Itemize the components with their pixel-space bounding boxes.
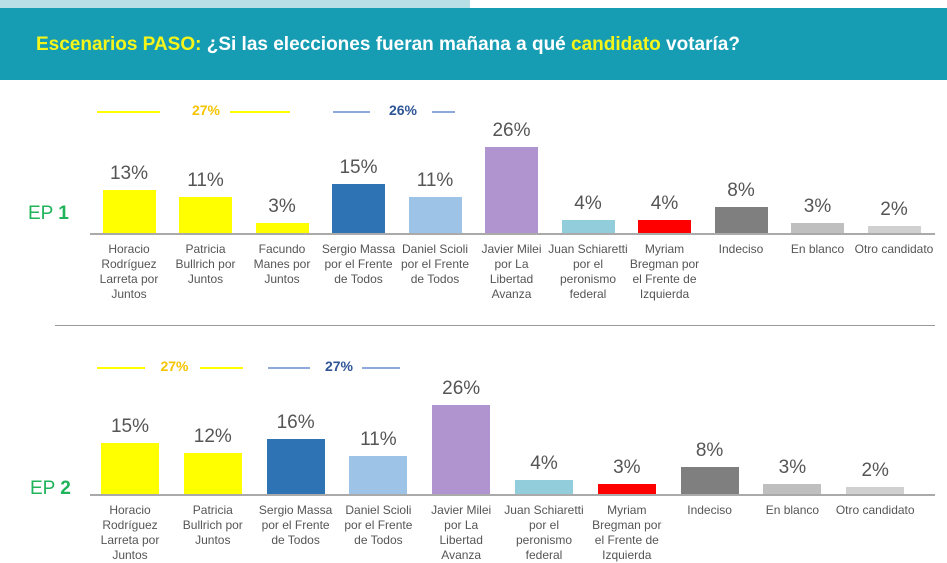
category-label: Daniel Scioli por el Frente de Todos bbox=[400, 242, 470, 286]
category-label: Javier Milei por La Libertad Avanza bbox=[431, 503, 492, 562]
scenario-divider bbox=[55, 325, 935, 326]
bar bbox=[255, 223, 309, 233]
bar bbox=[867, 226, 921, 233]
category-label: Sergio Massa por el Frente de Todos bbox=[258, 503, 333, 547]
group-bracket-line bbox=[268, 367, 310, 369]
bar bbox=[561, 219, 615, 233]
bar bbox=[485, 147, 538, 233]
header-banner: Escenarios PASO: ¿Si las elecciones fuer… bbox=[0, 8, 947, 80]
chart1-baseline bbox=[90, 233, 935, 235]
bar bbox=[101, 442, 159, 494]
bar bbox=[179, 196, 232, 233]
page-title: Escenarios PASO: ¿Si las elecciones fuer… bbox=[36, 34, 740, 56]
bar-value-label: 2% bbox=[861, 460, 889, 482]
bar-value-label: 3% bbox=[613, 456, 641, 478]
category-label: Indeciso bbox=[687, 503, 732, 517]
group-total-label: 27% bbox=[160, 358, 189, 374]
bar-value-label: 3% bbox=[803, 196, 832, 218]
category-label: Sergio Massa por el Frente de Todos bbox=[321, 242, 396, 286]
title-text: ¿Si las elecciones fueran mañana a qué bbox=[201, 34, 572, 55]
category-label: Juan Schiaretti por el peronismo federal bbox=[548, 242, 628, 301]
bar bbox=[332, 183, 385, 233]
category-label: En blanco bbox=[790, 242, 845, 256]
bar-value-label: 4% bbox=[574, 192, 602, 214]
bar bbox=[680, 466, 739, 494]
bar-value-label: 11% bbox=[360, 429, 397, 451]
ep1-prefix: EP bbox=[28, 203, 54, 224]
bar-value-label: 3% bbox=[268, 196, 296, 218]
title-prefix: Escenarios PASO: bbox=[36, 34, 202, 55]
group-bracket-line bbox=[333, 111, 370, 113]
category-label: Patricia Bullrich por Juntos bbox=[175, 242, 236, 286]
bar bbox=[432, 405, 491, 494]
bar-value-label: 26% bbox=[492, 120, 531, 142]
bar-value-label: 4% bbox=[650, 192, 679, 214]
group-bracket-line bbox=[432, 111, 455, 113]
bar-value-label: 3% bbox=[778, 456, 807, 478]
bar bbox=[349, 456, 408, 494]
bar bbox=[408, 196, 462, 233]
title-highlight: candidato bbox=[571, 34, 661, 55]
group-bracket-line bbox=[97, 111, 160, 113]
bar-value-label: 4% bbox=[530, 453, 558, 475]
bar-value-label: 15% bbox=[339, 156, 378, 178]
category-label: Otro candidato bbox=[854, 242, 934, 256]
ep2-prefix: EP bbox=[30, 478, 56, 499]
category-label: Daniel Scioli por el Frente de Todos bbox=[344, 503, 413, 547]
category-label: Myriam Bregman por el Frente de Izquierd… bbox=[592, 503, 662, 562]
category-label: Horacio Rodríguez Larreta por Juntos bbox=[99, 242, 159, 301]
bar bbox=[597, 483, 656, 494]
bar-value-label: 8% bbox=[695, 439, 724, 461]
group-bracket-line bbox=[230, 111, 290, 113]
category-label: Facundo Manes por Juntos bbox=[253, 242, 311, 286]
bar bbox=[515, 480, 573, 494]
category-label: Juan Schiaretti por el peronismo federal bbox=[504, 503, 584, 562]
bar-value-label: 12% bbox=[193, 425, 232, 447]
category-label: Myriam Bregman por el Frente de Izquierd… bbox=[629, 242, 700, 301]
bar bbox=[102, 190, 156, 233]
group-bracket-line bbox=[362, 367, 400, 369]
bar bbox=[791, 223, 844, 233]
bar bbox=[266, 439, 325, 494]
group-total-label: 27% bbox=[191, 102, 221, 118]
group-total-label: 27% bbox=[324, 358, 354, 374]
bar bbox=[846, 487, 905, 494]
bar-value-label: 16% bbox=[276, 412, 315, 434]
group-bracket-line bbox=[97, 367, 145, 369]
chart2-baseline bbox=[90, 494, 935, 496]
category-label: Javier Milei por La Libertad Avanza bbox=[481, 242, 542, 301]
bar bbox=[763, 483, 822, 494]
category-label: Otro candidato bbox=[835, 503, 915, 517]
ep2-label: EP 2 bbox=[30, 478, 71, 500]
bar-value-label: 26% bbox=[442, 378, 481, 400]
bar bbox=[638, 219, 691, 233]
category-label: Indeciso bbox=[718, 242, 764, 256]
category-label: En blanco bbox=[765, 503, 820, 517]
bar bbox=[183, 452, 242, 494]
group-total-label: 26% bbox=[388, 102, 418, 118]
top-accent-strip bbox=[0, 0, 470, 8]
title-text-end: votaría? bbox=[660, 34, 740, 55]
ep1-number: 1 bbox=[58, 203, 69, 224]
bar-value-label: 2% bbox=[880, 199, 908, 221]
ep2-number: 2 bbox=[60, 478, 71, 499]
ep1-label: EP 1 bbox=[28, 203, 69, 225]
bar-value-label: 11% bbox=[187, 169, 224, 191]
bar-value-label: 13% bbox=[109, 163, 149, 185]
bar-value-label: 11% bbox=[416, 169, 454, 191]
group-bracket-line bbox=[200, 367, 243, 369]
bar bbox=[714, 206, 768, 233]
bar-value-label: 8% bbox=[727, 179, 755, 201]
bar-value-label: 15% bbox=[110, 415, 150, 437]
category-label: Horacio Rodríguez Larreta por Juntos bbox=[100, 503, 160, 562]
category-label: Patricia Bullrich por Juntos bbox=[182, 503, 243, 547]
